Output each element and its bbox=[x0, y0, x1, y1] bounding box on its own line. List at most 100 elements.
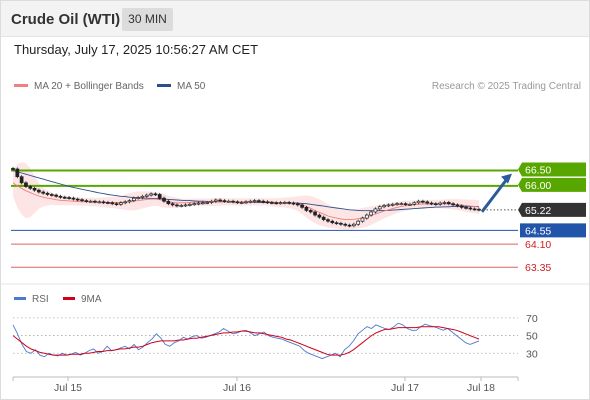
x-tick-label: Jul 16 bbox=[223, 382, 251, 394]
candle-body bbox=[114, 203, 119, 206]
candle-body bbox=[93, 200, 97, 203]
candle-body bbox=[261, 200, 266, 203]
candle-body bbox=[274, 202, 279, 205]
candle-body bbox=[464, 207, 468, 209]
price-tag-66.00-bg bbox=[518, 177, 586, 192]
price-tag-current: 65.22 bbox=[518, 202, 586, 217]
forecast-arrow-head bbox=[501, 173, 512, 184]
candle-body bbox=[399, 203, 404, 206]
candle-body bbox=[248, 200, 253, 203]
candle-body bbox=[131, 197, 136, 201]
candle-body bbox=[377, 206, 382, 210]
candle-body bbox=[110, 202, 115, 205]
candle-body bbox=[71, 197, 76, 200]
candle-body bbox=[425, 201, 430, 204]
candle-body bbox=[239, 202, 244, 204]
price-tag-64.10: 64.10 bbox=[525, 239, 551, 251]
candle-body bbox=[356, 220, 361, 225]
candle-body bbox=[11, 168, 15, 170]
candle-body bbox=[330, 220, 335, 224]
candle-body bbox=[334, 222, 339, 225]
candle-body bbox=[364, 214, 369, 219]
candle-body bbox=[442, 202, 447, 204]
candle-body bbox=[149, 193, 153, 196]
legend-ma50: MA 50 bbox=[157, 81, 205, 92]
candle-body bbox=[62, 196, 67, 199]
candle-body bbox=[382, 205, 386, 208]
legend-ma20: MA 20 + Bollinger Bands bbox=[14, 81, 144, 92]
candle-body bbox=[183, 204, 188, 207]
candle-body bbox=[369, 211, 373, 216]
candle-body bbox=[144, 194, 149, 197]
datetime-label: Thursday, July 17, 2025 10:56:27 AM CET bbox=[14, 42, 259, 57]
candle-body bbox=[308, 210, 313, 213]
candle-body bbox=[67, 197, 71, 199]
timeframe-button[interactable]: 30 MIN bbox=[122, 8, 173, 31]
candle-body bbox=[313, 211, 317, 216]
candle-body bbox=[455, 204, 460, 207]
candle-body bbox=[196, 202, 201, 205]
candle-body bbox=[434, 203, 438, 206]
candle-body bbox=[373, 208, 378, 213]
candle-body bbox=[412, 202, 417, 205]
candle-body bbox=[162, 197, 166, 202]
candle-body bbox=[429, 202, 434, 205]
candle-body bbox=[119, 202, 123, 205]
candle-body bbox=[326, 219, 330, 222]
candle-body bbox=[287, 202, 291, 204]
price-tag-64.55-text: 64.55 bbox=[525, 225, 551, 237]
ma50-label: MA 50 bbox=[177, 81, 206, 92]
price-tag-66.50: 66.50 bbox=[518, 162, 586, 177]
instrument-title: Crude Oil (WTI) bbox=[11, 11, 121, 28]
candle-body bbox=[209, 200, 214, 203]
candle-body bbox=[231, 200, 235, 203]
candle-body bbox=[421, 200, 425, 203]
candle-body bbox=[360, 217, 365, 222]
candle-body bbox=[282, 202, 287, 204]
header-bar: Crude Oil (WTI) 30 MIN bbox=[1, 1, 589, 37]
legend-9ma: 9MA bbox=[63, 294, 102, 305]
candle-body bbox=[45, 192, 50, 195]
candle-body bbox=[32, 187, 37, 191]
candle-body bbox=[459, 205, 464, 208]
price-tag-current-text: 65.22 bbox=[525, 205, 551, 217]
candle-body bbox=[123, 201, 128, 204]
candle-body bbox=[41, 191, 46, 194]
candle-body bbox=[106, 202, 110, 204]
candle-body bbox=[291, 202, 296, 205]
candle-body bbox=[101, 201, 106, 204]
candle-body bbox=[153, 193, 158, 196]
candle-body bbox=[244, 201, 248, 204]
candle-body bbox=[317, 214, 322, 218]
x-tick-label: Jul 17 bbox=[391, 382, 419, 394]
rsi-tick-50: 50 bbox=[526, 331, 538, 343]
ma20-label: MA 20 + Bollinger Bands bbox=[34, 81, 144, 92]
candle-body bbox=[97, 201, 102, 204]
candle-body bbox=[390, 203, 395, 206]
bollinger-band bbox=[13, 162, 479, 230]
rsi-tick-30: 30 bbox=[526, 348, 538, 360]
price-tag-63.35-text: 63.35 bbox=[525, 262, 551, 274]
candle-body bbox=[304, 207, 309, 211]
candle-body bbox=[213, 199, 218, 202]
candle-body bbox=[278, 202, 283, 205]
candles bbox=[11, 166, 481, 228]
candle-body bbox=[80, 199, 84, 202]
candle-body bbox=[416, 200, 421, 204]
candle-body bbox=[170, 203, 175, 206]
ma20-swatch bbox=[14, 83, 28, 87]
candle-body bbox=[49, 194, 54, 196]
candle-body bbox=[28, 186, 33, 189]
candle-body bbox=[347, 224, 352, 227]
credit-text: Research © 2025 Trading Central bbox=[431, 81, 581, 92]
candle-body bbox=[88, 200, 93, 203]
candle-body bbox=[468, 207, 473, 210]
candle-body bbox=[265, 201, 270, 204]
candle-body bbox=[188, 203, 192, 206]
candle-body bbox=[19, 176, 24, 184]
candle-body bbox=[201, 202, 205, 205]
ma9-label: 9MA bbox=[81, 294, 102, 305]
rsi-swatch bbox=[14, 296, 26, 300]
